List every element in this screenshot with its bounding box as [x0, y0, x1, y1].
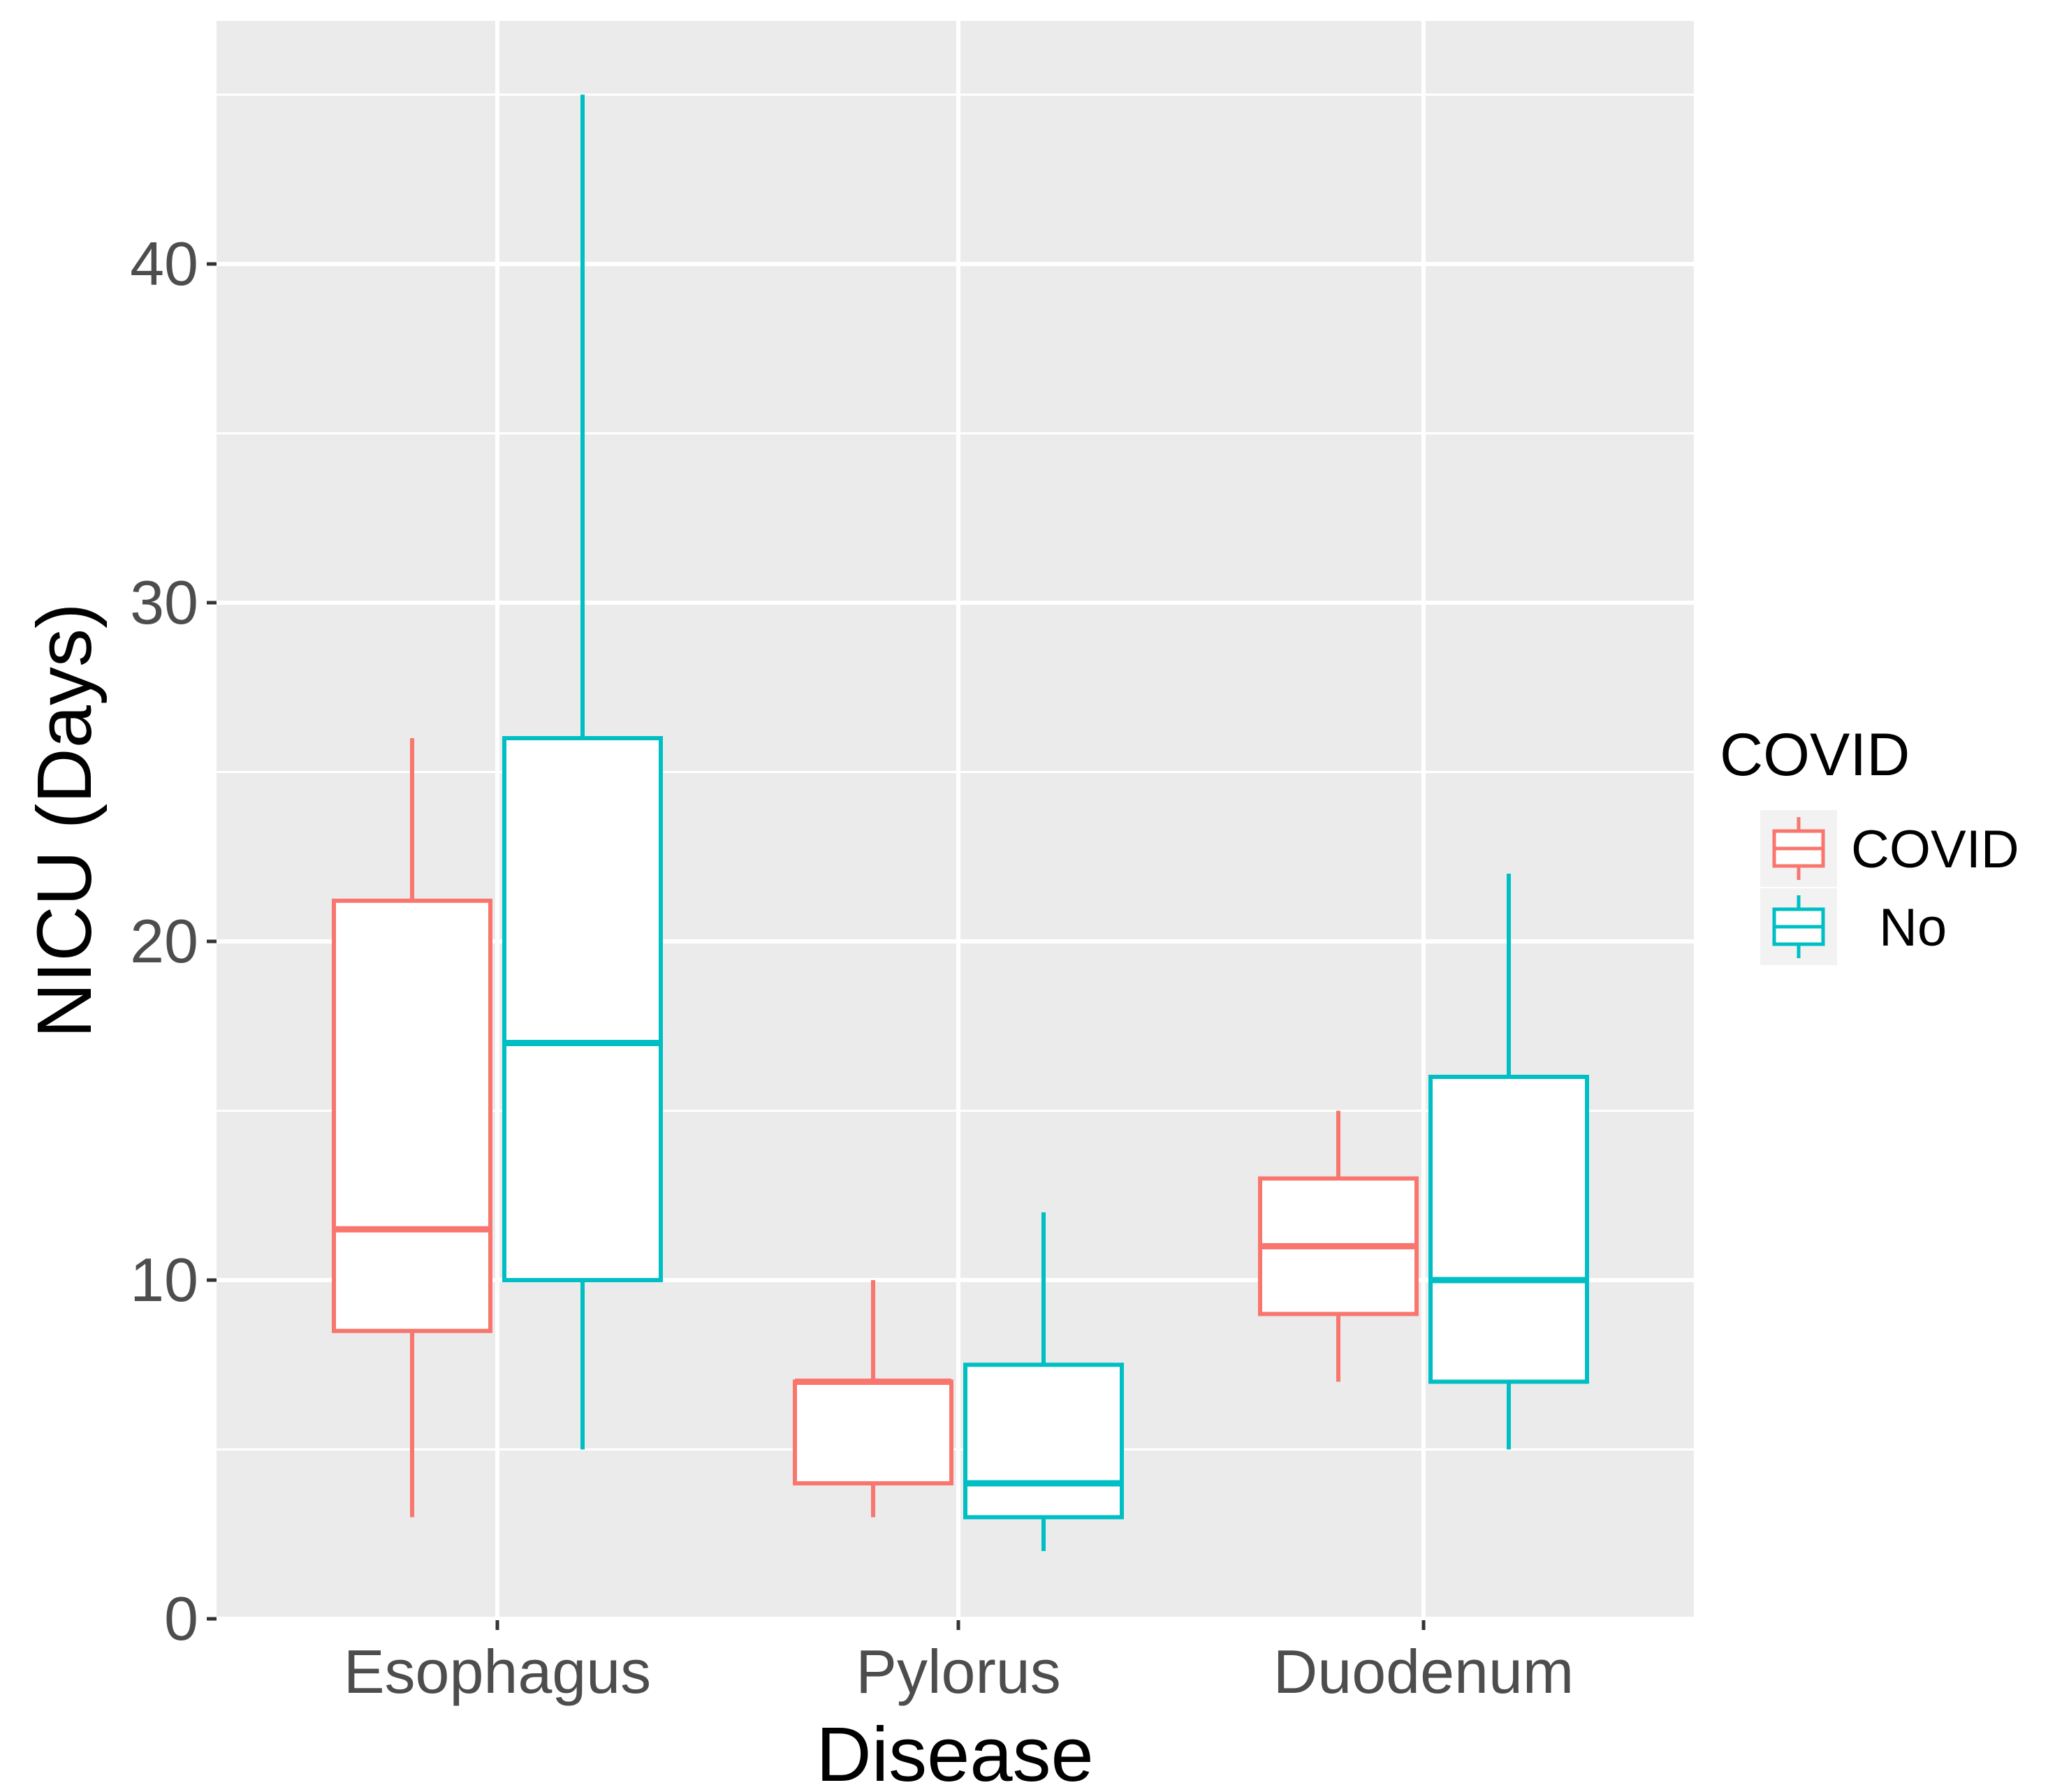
y-axis-title: NICU (Days)	[22, 603, 108, 1038]
box-iqr	[332, 898, 492, 1333]
y-tick-label: 0	[164, 1584, 198, 1653]
legend-label: No	[1879, 898, 1947, 957]
x-tick-label: Esophagus	[344, 1637, 651, 1706]
y-tick-label: 40	[130, 229, 198, 298]
legend: COVID COVID No	[1720, 721, 2019, 965]
box-iqr	[793, 1379, 953, 1485]
x-tick-label: Pylorus	[856, 1637, 1060, 1706]
y-tick-label: 30	[130, 568, 198, 637]
y-tick-label: 20	[130, 906, 198, 976]
legend-title: COVID	[1720, 721, 1910, 788]
x-axis: Esophagus Pylorus Duodenum	[344, 1620, 1574, 1706]
legend-label: COVID	[1851, 820, 2019, 879]
legend-keys: COVID No	[1760, 810, 2019, 965]
box-no-pylorus	[963, 1212, 1124, 1551]
x-tick-label: Duodenum	[1273, 1637, 1574, 1706]
y-tick-label: 10	[130, 1245, 198, 1314]
box-covid-pylorus	[793, 1280, 953, 1518]
box-no-esophagus	[502, 94, 663, 1450]
boxes-layer	[332, 94, 1589, 1551]
box-covid-esophagus	[332, 738, 492, 1518]
y-axis: 0 10 20 30 40	[130, 229, 217, 1653]
x-axis-title: Disease	[816, 1712, 1093, 1792]
box-iqr	[963, 1363, 1124, 1520]
box-covid-duodenum	[1258, 1110, 1419, 1382]
legend-key-no	[1760, 888, 1837, 965]
box-iqr	[1428, 1075, 1589, 1384]
box-iqr	[502, 736, 663, 1282]
box-no-duodenum	[1428, 874, 1589, 1450]
legend-key-covid	[1760, 810, 1837, 887]
